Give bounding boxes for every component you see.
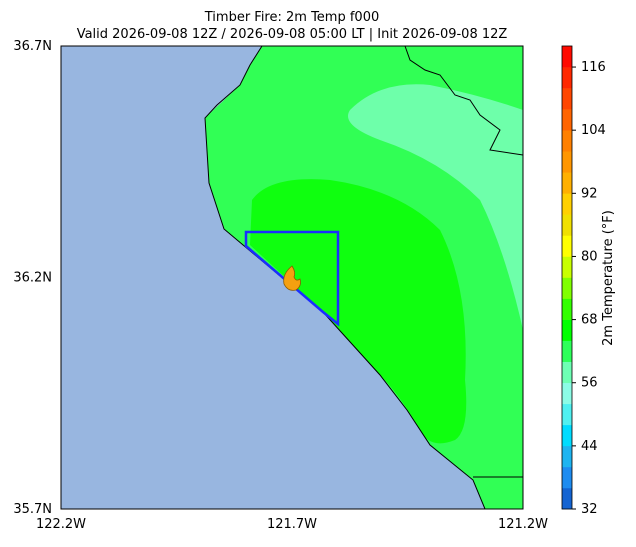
colorbar-tick-label: 32 bbox=[581, 502, 598, 517]
coastline bbox=[204, 45, 486, 510]
colorbar-band bbox=[562, 403, 572, 426]
colorbar-band bbox=[562, 109, 572, 131]
warm-region bbox=[348, 84, 523, 331]
colorbar-band bbox=[562, 466, 572, 489]
cool-region bbox=[250, 179, 467, 444]
colorbar-tick-label: 68 bbox=[581, 313, 598, 328]
colorbar-band bbox=[562, 319, 572, 341]
lat-label: 36.7N bbox=[13, 39, 52, 54]
colorbar-band bbox=[562, 46, 572, 68]
colorbar-band bbox=[562, 172, 572, 194]
lat-label: 35.7N bbox=[13, 502, 52, 517]
colorbar-tick-label: 104 bbox=[581, 123, 606, 138]
colorbar-band bbox=[562, 424, 572, 447]
colorbar: 32 44 56 68 80 92 104 116 bbox=[561, 45, 606, 517]
county-line bbox=[404, 45, 524, 156]
lon-label: 121.7W bbox=[267, 517, 317, 532]
map bbox=[60, 45, 524, 510]
colorbar-tick-label: 92 bbox=[581, 186, 598, 201]
colorbar-frame bbox=[561, 45, 573, 510]
colorbar-band bbox=[562, 214, 572, 236]
colorbar-tick-label: 116 bbox=[581, 60, 606, 75]
colorbar-band bbox=[562, 361, 572, 384]
lat-label: 36.2N bbox=[13, 271, 52, 286]
colorbar-band bbox=[562, 88, 572, 110]
colorbar-band bbox=[562, 487, 572, 510]
colorbar-band bbox=[562, 151, 572, 173]
colorbar-band bbox=[562, 445, 572, 468]
colorbar-band bbox=[562, 298, 572, 320]
colorbar-band bbox=[562, 67, 572, 89]
colorbar-band bbox=[562, 235, 572, 257]
lon-label: 121.2W bbox=[498, 517, 548, 532]
colorbar-band bbox=[562, 340, 572, 362]
colorbar-tick-label: 80 bbox=[581, 249, 598, 264]
colorbar-band bbox=[562, 193, 572, 215]
colorbar-band bbox=[562, 382, 572, 405]
colorbar-tick-label: 44 bbox=[581, 439, 598, 454]
title: Timber Fire: 2m Temp f000 bbox=[204, 10, 380, 25]
map-frame bbox=[60, 45, 524, 510]
subtitle: Valid 2026-09-08 12Z / 2026-09-08 05:00 … bbox=[77, 27, 508, 42]
fire-perimeter-box bbox=[244, 230, 340, 327]
colorbar-band bbox=[562, 277, 572, 299]
colorbar-label: 2m Temperature (°F) bbox=[601, 210, 616, 346]
lon-label: 122.2W bbox=[36, 517, 86, 532]
colorbar-tick-label: 56 bbox=[581, 376, 598, 391]
colorbar-band bbox=[562, 130, 572, 152]
colorbar-band bbox=[562, 256, 572, 278]
fire-icon bbox=[283, 265, 301, 291]
